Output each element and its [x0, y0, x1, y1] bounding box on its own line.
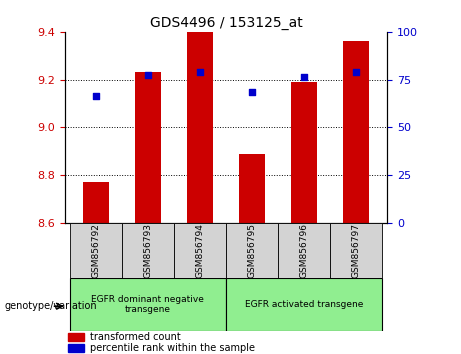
Bar	[174, 223, 226, 278]
Bar	[343, 41, 369, 223]
Point	[144, 72, 152, 78]
Text: GDS4496 / 153125_at: GDS4496 / 153125_at	[149, 16, 302, 30]
Bar	[68, 333, 84, 341]
Text: EGFR activated transgene: EGFR activated transgene	[245, 300, 363, 309]
Point	[92, 93, 100, 99]
Bar	[68, 344, 84, 352]
Text: GSM856795: GSM856795	[248, 223, 256, 278]
Bar	[135, 73, 161, 223]
Bar	[291, 82, 317, 223]
Bar	[226, 223, 278, 278]
Text: GSM856797: GSM856797	[351, 223, 361, 278]
Bar	[226, 278, 382, 331]
Bar	[187, 32, 213, 223]
Bar	[278, 223, 330, 278]
Bar	[122, 223, 174, 278]
Text: EGFR dominant negative
transgene: EGFR dominant negative transgene	[91, 295, 204, 314]
Bar	[239, 154, 265, 223]
Text: percentile rank within the sample: percentile rank within the sample	[90, 343, 255, 353]
Bar	[70, 278, 226, 331]
Bar	[330, 223, 382, 278]
Text: GSM856793: GSM856793	[143, 223, 152, 278]
Text: transformed count: transformed count	[90, 332, 181, 342]
Bar	[70, 223, 122, 278]
Bar	[83, 182, 109, 223]
Point	[196, 70, 204, 75]
Text: GSM856794: GSM856794	[195, 223, 204, 278]
Text: GSM856792: GSM856792	[91, 223, 100, 278]
Text: GSM856796: GSM856796	[300, 223, 308, 278]
Point	[352, 70, 360, 75]
Point	[300, 74, 307, 80]
Point	[248, 89, 255, 95]
Text: genotype/variation: genotype/variation	[5, 301, 97, 311]
